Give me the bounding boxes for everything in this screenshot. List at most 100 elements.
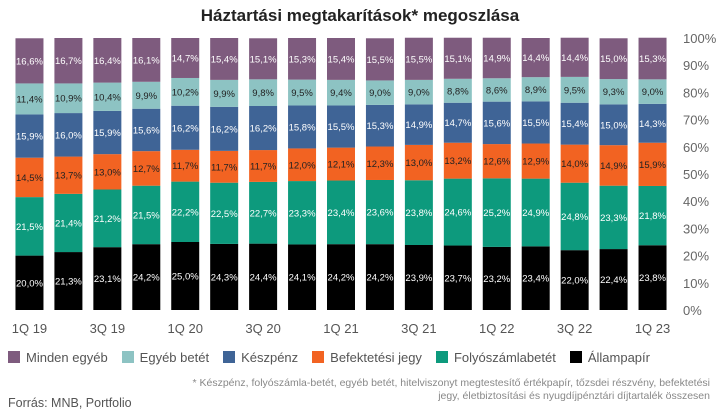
legend-item: Állampapír [569, 349, 650, 365]
bar-segment [288, 38, 317, 80]
x-tick-label: 3Q 19 [90, 321, 125, 336]
data-label: 23,4% [522, 274, 549, 285]
legend-label: Állampapír [587, 349, 650, 365]
x-tick-label: 1Q 23 [635, 321, 670, 336]
bar-segment [132, 151, 161, 186]
data-label: 13,2% [444, 156, 471, 167]
data-label: 16,2% [172, 123, 199, 134]
bar-segment [54, 193, 83, 253]
legend-swatch [312, 351, 325, 363]
bar-segment [443, 78, 472, 103]
bar-segment [327, 180, 355, 245]
x-tick-label: 3Q 20 [245, 321, 280, 336]
data-label: 12,9% [522, 157, 549, 168]
data-label: 11,4% [16, 94, 43, 105]
bar-segment [93, 82, 122, 111]
bar-segment [15, 83, 44, 115]
data-label: 15,3% [289, 54, 316, 65]
data-label: 21,2% [94, 214, 121, 225]
x-tick-label: 1Q 22 [479, 321, 514, 336]
bar-segment [521, 77, 550, 102]
bar-segment [210, 150, 239, 183]
bar-segment [365, 80, 394, 105]
legend-swatch [569, 351, 582, 363]
legend-item: Befektetési jegy [312, 350, 422, 365]
data-label: 15,6% [133, 125, 160, 136]
data-label: 15,6% [483, 118, 510, 129]
data-label: 15,5% [522, 118, 549, 129]
bar-segment [54, 156, 83, 194]
data-label: 13,0% [405, 158, 432, 169]
bar-segment [638, 185, 667, 246]
data-label: 8,8% [447, 86, 469, 97]
bar-segment [15, 157, 44, 198]
footnote-line-1: * Készpénz, folyószámla-betét, egyéb bet… [192, 377, 711, 389]
data-label: 15,5% [328, 122, 355, 133]
data-label: 16,7% [55, 56, 82, 67]
data-label: 15,9% [16, 132, 43, 143]
data-label: 11,7% [211, 162, 238, 173]
bar-segment [327, 147, 355, 181]
bar-segment [93, 110, 122, 155]
data-label: 24,4% [250, 272, 277, 283]
data-label: 14,0% [561, 159, 588, 170]
y-tick-label: 70% [683, 113, 709, 128]
data-label: 11,7% [250, 161, 277, 172]
data-label: 14,4% [522, 53, 549, 64]
y-tick-label: 30% [683, 221, 709, 236]
data-label: 9,0% [642, 87, 664, 98]
bar-segment [288, 244, 317, 310]
data-label: 9,8% [252, 88, 274, 99]
bar-segment [93, 154, 122, 190]
bar-segment [404, 180, 433, 245]
data-label: 15,9% [639, 160, 666, 171]
data-label: 15,4% [561, 119, 588, 130]
bar-segment [521, 178, 550, 247]
data-label: 23,9% [405, 273, 432, 284]
data-label: 25,2% [483, 208, 510, 219]
data-label: 16,4% [94, 56, 121, 67]
data-label: 21,8% [639, 211, 666, 222]
bar-segment [443, 142, 472, 179]
bar-segment [288, 79, 317, 106]
x-tick-label: 3Q 22 [557, 321, 592, 336]
data-label: 11,7% [172, 161, 199, 172]
data-label: 22,2% [172, 207, 199, 218]
bar-segment [365, 104, 394, 147]
footnote: * Készpénz, folyószámla-betét, egyéb bet… [110, 377, 711, 403]
bar-segment [638, 37, 667, 80]
bar-segment [404, 104, 433, 145]
data-label: 20,0% [16, 278, 43, 289]
bar-segment [171, 181, 200, 242]
x-tick-label: 1Q 20 [168, 321, 203, 336]
bar-segment [482, 144, 511, 179]
data-label: 14,7% [444, 118, 471, 129]
bar-segment [210, 182, 239, 244]
data-label: 22,5% [211, 209, 238, 220]
y-tick-label: 50% [683, 167, 709, 182]
bar-segment [54, 38, 83, 84]
bar-segment [15, 114, 44, 158]
data-label: 15,3% [366, 121, 393, 132]
bar-segment [249, 38, 278, 80]
bar-segment [54, 83, 83, 114]
x-tick-label: 1Q 19 [12, 321, 47, 336]
data-label: 9,0% [408, 88, 430, 99]
y-tick-label: 100% [683, 31, 717, 46]
bar-segment [249, 243, 278, 310]
bar-segment [521, 101, 550, 144]
data-label: 25,0% [172, 272, 199, 283]
data-label: 12,0% [289, 160, 316, 171]
data-label: 9,4% [330, 88, 352, 99]
y-tick-label: 0% [683, 303, 702, 318]
bar-segment [132, 81, 161, 109]
data-label: 9,9% [135, 91, 157, 102]
bar-segment [132, 38, 161, 82]
data-label: 21,5% [133, 210, 160, 221]
stacked-bar-chart: 20,0% 21,5% 14,5% 15,9% 11,4% 16,6% 1Q 19 21,3%… [12, 31, 717, 336]
data-label: 23,2% [483, 274, 510, 285]
data-label: 22,0% [561, 276, 588, 287]
legend-label: Befektetési jegy [330, 349, 422, 365]
bar-segment [560, 102, 589, 145]
data-label: 23,4% [328, 208, 355, 219]
